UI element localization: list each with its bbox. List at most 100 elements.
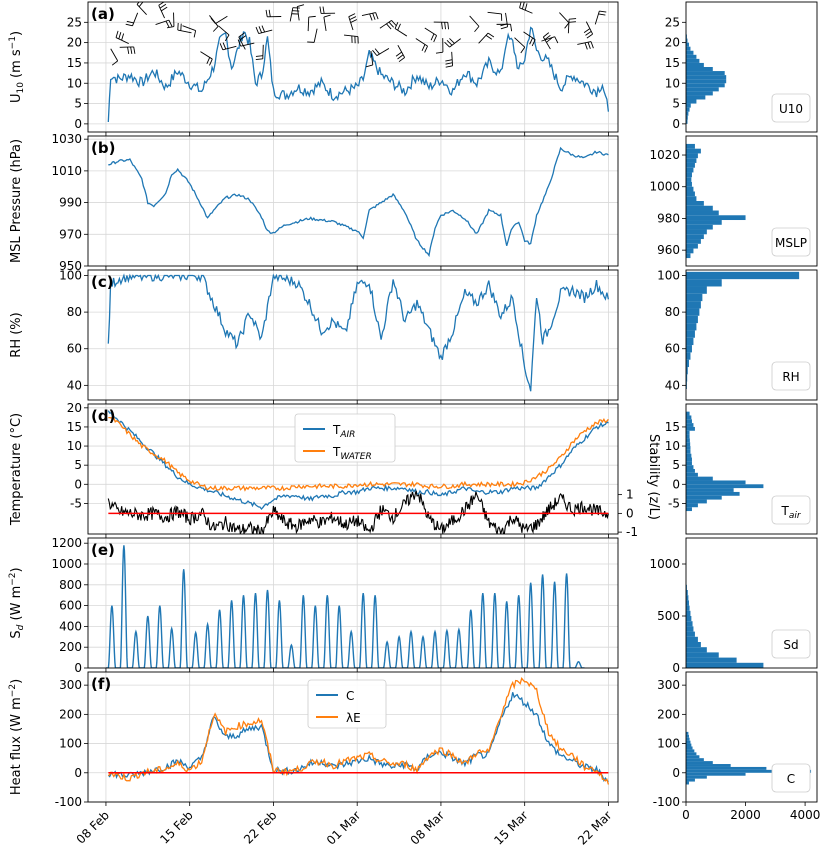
hist-label-text: RH [782,370,799,384]
wind-barb [132,12,139,26]
wind-barb [218,25,230,36]
hist-bar [686,772,746,776]
wind-barb-flag [584,42,588,50]
y-tick-label: 800 [59,578,82,592]
hist-x-tick-label: 4000 [790,808,821,822]
y-tick-label: 1200 [51,536,82,550]
wind-barb-flag [569,18,577,20]
hist-bar [686,83,725,88]
wind-barb [523,31,536,40]
y-tick-label: 1030 [51,132,82,146]
wind-barb-flag [159,3,167,9]
hist-bar [686,315,698,324]
y-tick-label: 100 [59,737,82,751]
wind-barb [307,17,310,32]
hist-bar [686,600,689,606]
hist-bar [686,595,689,601]
y-axis-label-sup: −2 [8,684,18,697]
wind-barb-flag [435,51,443,54]
hist-bar [686,308,700,316]
hist-label-text: Sd [783,638,798,652]
wind-barb [289,7,294,22]
wind-barb-flag [599,10,607,13]
hist-label: C [771,763,811,793]
wind-barb-flag [125,23,133,27]
hist-bar [686,46,691,51]
hist-bar [686,438,690,443]
wind-barb-flag [126,20,134,24]
legend-entry: C [346,689,354,703]
hist-frame [685,135,818,267]
y-tick-label: 950 [59,259,82,273]
wind-barb-flag [166,26,175,29]
panel-e: 0 200 400 600 800 1000 1200 (e) Sd (W m−2) [8,536,619,675]
hist-bar [686,301,701,309]
x-tick-label: 08 Mar [408,808,447,847]
wind-barb-flag [586,33,593,39]
hist-y-tick-label: 1000 [649,557,680,571]
panel-label: (f) [91,675,111,693]
hist-bar [686,616,692,622]
y-axis-label: Sd (W m−2) [8,567,26,638]
wind-barb-flag [544,34,551,41]
hist-bar [686,111,689,116]
y-tick-label: 0 [74,766,82,780]
hist-y-tick-label: 300 [657,678,680,692]
wind-barb-flag [265,9,268,17]
y-tick-label: -100 [55,795,82,809]
panel-label: (c) [91,273,114,291]
wind-barb [155,19,170,25]
hist-bar [686,99,697,104]
wind-barb-flag [193,30,197,38]
hist-bar [686,229,707,235]
wind-barb [478,32,489,44]
hist-bar [686,75,727,80]
wind-barb-flag [568,21,576,23]
hist-bar [686,91,713,96]
wind-barb-flag [520,46,526,54]
legend-entry: λE [346,711,361,725]
y-tick-label: -5 [70,496,82,510]
wind-barb-flag [206,57,211,65]
wind-barb-flag [319,6,322,14]
wind-barb [505,12,509,27]
wind-barb-flag [133,46,136,54]
wind-barb-flag [445,62,453,65]
hist-bar [686,143,695,149]
hist-bar [686,740,691,744]
hist-bar [686,605,690,611]
wind-barb [542,36,551,50]
wind-barb [348,16,354,31]
wind-barb [361,12,376,16]
hist-bar [686,201,704,206]
wind-barb-flag [500,26,508,30]
hist-bar [686,210,719,216]
wind-barb [238,36,246,50]
histogram-RH: 40 60 80 100 RH [657,268,818,401]
wind-barb-flag [238,32,245,38]
hist-bar [686,457,692,462]
hist-bar [686,167,694,173]
hist-label: U10 [771,93,811,123]
wind-barb [215,15,228,24]
right-y-tick-label: -1 [626,525,638,539]
hist-bar [686,769,812,773]
wind-barb-flag [430,33,435,41]
hist-bar [686,374,688,382]
wind-barb [136,4,147,15]
hist-bar [686,67,713,72]
wind-barb-flag [424,45,428,53]
wind-barb [258,29,273,35]
y-tick-label: 1010 [51,164,82,178]
hist-bar [686,205,713,211]
wind-barb [394,28,408,37]
y-tick-label: 970 [59,227,82,241]
wind-barb-flag [585,30,592,36]
hist-bar [686,286,707,294]
wind-barb [567,19,570,34]
y-axis-label: U10 (m s−1) [8,31,26,103]
y-axis-label-main: Heat flux (W m [9,697,24,795]
